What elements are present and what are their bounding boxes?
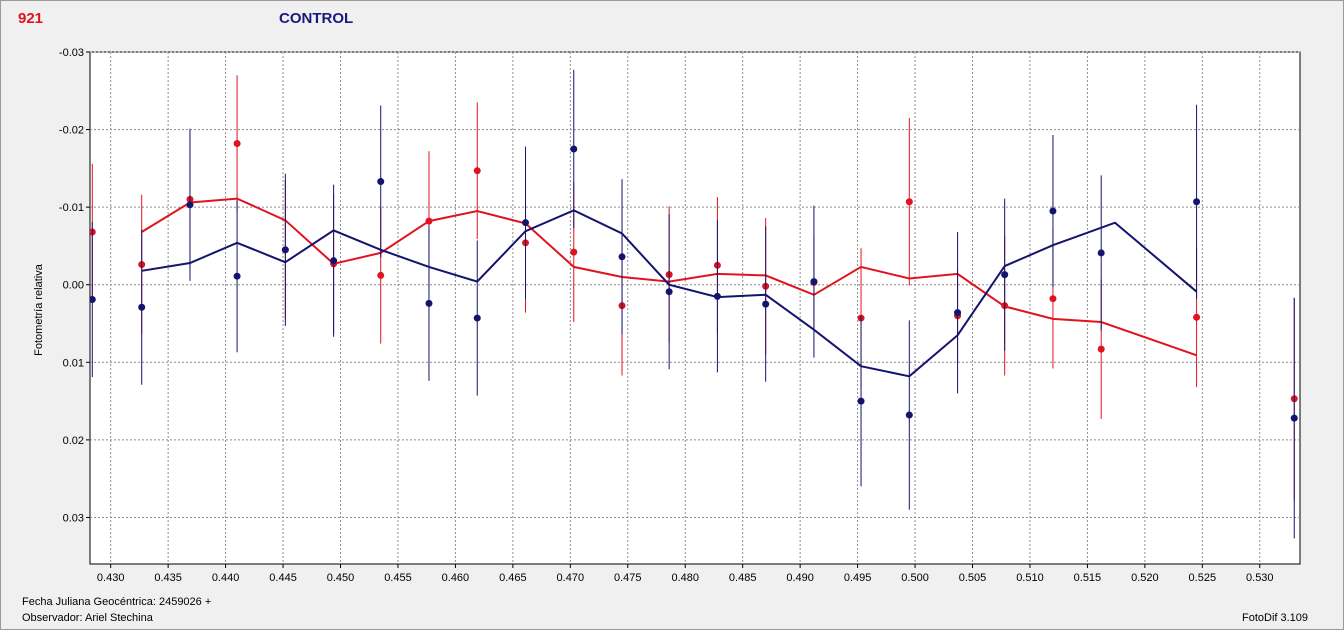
x-tick-label: 0.505 (959, 572, 987, 584)
red-data-point (425, 217, 433, 225)
x-tick-label: 0.500 (901, 572, 929, 584)
blue-data-point (138, 303, 146, 311)
red-data-point (90, 228, 96, 236)
red-data-point (1049, 295, 1057, 303)
plot-area (89, 51, 1301, 565)
blue-data-point (810, 278, 818, 286)
red-data-point (1193, 313, 1201, 321)
blue-data-point (857, 397, 865, 405)
grid (90, 51, 1300, 564)
x-tick-label: 0.435 (154, 572, 182, 584)
blue-data-point (762, 300, 770, 308)
blue-data-point (90, 295, 96, 303)
x-tick-label: 0.495 (844, 572, 872, 584)
y-tick-label: 0.03 (63, 512, 84, 524)
series-layer (90, 69, 1298, 539)
blue-trend-line (141, 209, 1198, 378)
y-axis-label: Fotometría relativa (33, 263, 45, 356)
blue-data-point (1049, 207, 1057, 215)
blue-data-point (377, 178, 385, 186)
x-tick-label: 0.440 (212, 572, 240, 584)
blue-data-point (1290, 414, 1298, 422)
y-tick-label: -0.02 (59, 125, 84, 137)
y-tick-label: 0.00 (63, 280, 84, 292)
x-tick-label: 0.490 (786, 572, 814, 584)
y-tick-label: -0.03 (59, 47, 84, 59)
red-data-point (1097, 345, 1105, 353)
blue-data-point (186, 201, 194, 209)
blue-series (90, 69, 1298, 539)
x-tick-label: 0.465 (499, 572, 527, 584)
x-tick-label: 0.460 (442, 572, 470, 584)
blue-data-point (233, 272, 241, 280)
x-tick-label: 0.485 (729, 572, 757, 584)
series-clip-group (90, 69, 1298, 539)
x-tick-label: 0.445 (269, 572, 297, 584)
blue-data-point (473, 314, 481, 322)
x-tick-label: 0.470 (557, 572, 585, 584)
blue-data-point (522, 219, 530, 227)
blue-data-point (1001, 271, 1009, 279)
blue-data-point (954, 309, 962, 317)
x-tick-label: 0.510 (1016, 572, 1044, 584)
x-tick-label: 0.475 (614, 572, 642, 584)
y-tick-label: 0.02 (63, 435, 84, 447)
x-tick-label: 0.520 (1131, 572, 1159, 584)
julian-date-label: Fecha Juliana Geocéntrica: 2459026 + (22, 596, 212, 608)
blue-data-point (1193, 198, 1201, 206)
x-tick-label: 0.515 (1074, 572, 1102, 584)
red-data-point (570, 248, 578, 256)
blue-data-point (570, 145, 578, 153)
blue-data-point (713, 292, 721, 300)
x-tick-label: 0.480 (671, 572, 699, 584)
x-tick-label: 0.530 (1246, 572, 1274, 584)
y-tick-label: 0.01 (63, 357, 84, 369)
x-tick-label: 0.430 (97, 572, 125, 584)
series-title: CONTROL (279, 10, 354, 27)
red-trend-line (141, 197, 1197, 357)
x-tick-label: 0.450 (327, 572, 355, 584)
observer-label: Observador: Ariel Stechina (22, 612, 153, 624)
red-data-point (473, 167, 481, 175)
y-tick-label: -0.01 (59, 202, 84, 214)
red-data-point (233, 140, 241, 148)
x-tick-label: 0.455 (384, 572, 412, 584)
blue-data-point (665, 288, 673, 296)
axis-ticks: 0.430 0.435 0.440 0.445 0.450 0.455 0.460 0.465… (59, 47, 1274, 584)
blue-data-point (618, 253, 626, 261)
version-label: FotoDif 3.109 (1242, 612, 1309, 624)
red-data-point (377, 271, 385, 279)
blue-data-point (330, 257, 338, 265)
object-id-label: 921 (18, 10, 44, 27)
x-tick-label: 0.525 (1189, 572, 1217, 584)
red-data-point (905, 198, 913, 206)
blue-data-point (1097, 249, 1105, 257)
blue-data-point (425, 299, 433, 307)
blue-data-point (281, 246, 289, 254)
light-curve-chart: 0.430 0.435 0.440 0.445 0.450 0.455 0.460 0.465… (33, 47, 1301, 584)
blue-data-point (905, 411, 913, 419)
